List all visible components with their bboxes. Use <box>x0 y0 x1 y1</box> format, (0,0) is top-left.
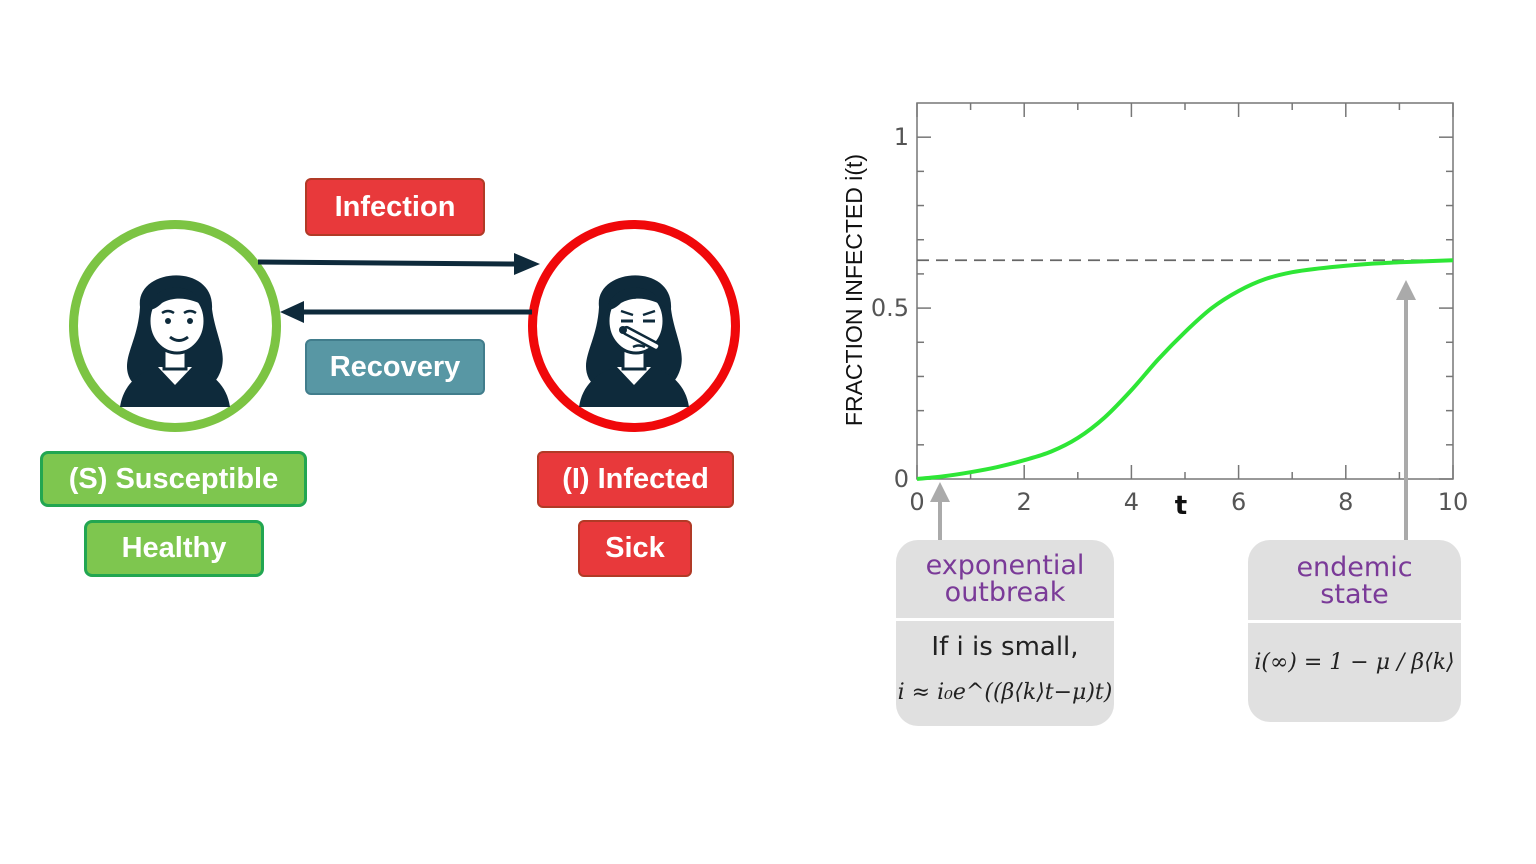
x-tick-label: 10 <box>1438 488 1469 516</box>
y-tick-label: 0.5 <box>871 294 909 322</box>
x-tick-label: 0 <box>909 488 924 516</box>
outbreak-title-line1: exponential <box>925 550 1085 581</box>
outbreak-title-line2: outbreak <box>944 577 1066 608</box>
x-tick-label: 4 <box>1124 488 1139 516</box>
tick-labels: 0 2 4 6 8 10 0 0.5 1 <box>871 123 1468 516</box>
sick-label: Sick <box>578 520 692 577</box>
x-axis-label: t <box>1175 491 1187 521</box>
plot-frame <box>916 102 1454 480</box>
infected-label: (I) Infected <box>537 451 734 508</box>
outbreak-pointer <box>930 482 950 548</box>
outbreak-callout: exponential outbreak If i is small, i ≈ … <box>896 540 1114 726</box>
infection-chart: 0 2 4 6 8 10 0 0.5 1 FRACTION INFECTED i(t) t <box>841 102 1468 521</box>
endemic-title-line1: endemic <box>1296 552 1413 583</box>
infected-node <box>528 220 740 432</box>
x-tick-label: 8 <box>1338 488 1353 516</box>
sick-person-icon <box>579 275 689 407</box>
outbreak-condition: If i is small, <box>931 632 1079 662</box>
healthy-label: Healthy <box>84 520 264 577</box>
axis-ticks <box>916 103 1454 480</box>
outbreak-formula: i ≈ i₀e^((β⟨k⟩t−μ)t) <box>897 680 1113 705</box>
endemic-formula: i(∞) = 1 − μ / β⟨k⟩ <box>1254 650 1455 675</box>
healthy-person-icon <box>120 275 230 407</box>
recovery-arrow <box>280 301 532 323</box>
susceptible-node <box>69 220 281 432</box>
y-tick-label: 0 <box>894 465 909 493</box>
susceptible-label: (S) Susceptible <box>40 451 307 507</box>
endemic-title-line2: state <box>1320 579 1389 610</box>
x-tick-label: 2 <box>1017 488 1032 516</box>
recovery-label: Recovery <box>305 339 485 395</box>
transition-arrows <box>257 253 540 323</box>
infection-arrow <box>257 253 540 275</box>
infected-fraction-curve <box>916 258 1454 481</box>
infection-label: Infection <box>305 178 485 236</box>
y-axis-label: FRACTION INFECTED i(t) <box>841 154 867 426</box>
endemic-pointer <box>1396 280 1416 546</box>
x-tick-label: 6 <box>1231 488 1246 516</box>
endemic-callout: endemic state i(∞) = 1 − μ / β⟨k⟩ <box>1248 540 1461 722</box>
y-tick-label: 1 <box>894 123 909 151</box>
